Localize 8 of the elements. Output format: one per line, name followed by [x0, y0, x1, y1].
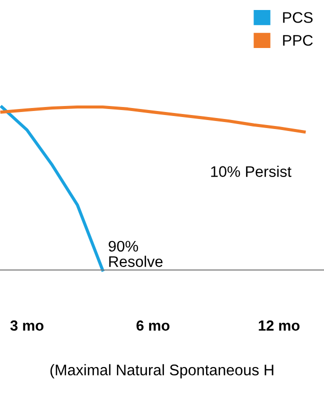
annotation: 90% Resolve [108, 240, 163, 267]
legend-label: PCS [283, 12, 313, 23]
x-tick-label: 12 mo [258, 320, 300, 331]
legend-label: PPC [283, 34, 313, 46]
x-tick-label: 3 mo [10, 320, 44, 331]
x-tick-label: 6 mo [136, 320, 170, 331]
annotation: 10% Persist [211, 166, 292, 177]
x-axis-title: (Maximal Natural Spontaneous H [50, 364, 274, 378]
